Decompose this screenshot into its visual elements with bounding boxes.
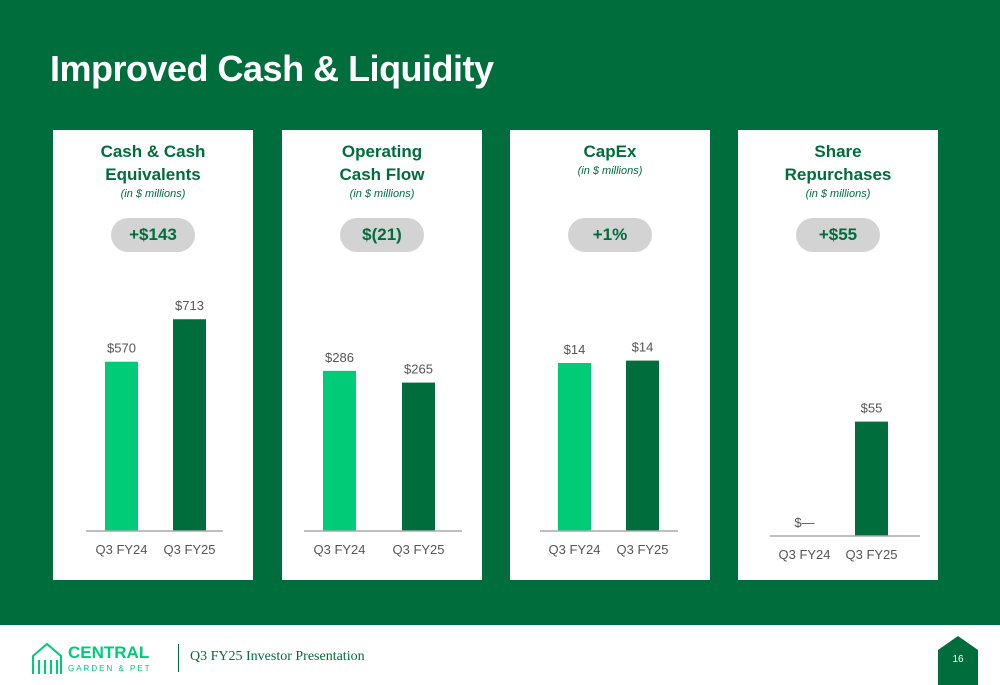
house-shape-icon <box>938 636 978 685</box>
panel-title-line2: Equivalents <box>105 165 201 184</box>
panel-title-line1: CapEx <box>583 142 637 161</box>
greenhouse-icon <box>32 642 62 674</box>
change-badge: +1% <box>568 218 652 252</box>
data-label: $570 <box>107 341 136 356</box>
x-tick-label: Q3 FY24 <box>95 542 147 557</box>
data-label: $286 <box>325 350 354 365</box>
presentation-name: Q3 FY25 Investor Presentation <box>190 649 365 664</box>
data-label: $713 <box>175 298 204 313</box>
x-tick-label: Q3 FY25 <box>392 542 444 557</box>
panel-title-line2: Repurchases <box>784 165 892 184</box>
data-label: $55 <box>861 401 883 416</box>
x-tick-label: Q3 FY24 <box>548 542 600 557</box>
page-title: Improved Cash & Liquidity <box>50 48 494 89</box>
data-label: $265 <box>404 362 433 377</box>
bar-q3-fy25 <box>173 319 206 531</box>
x-tick-label: Q3 FY24 <box>313 542 365 557</box>
panel-title-line1: Cash & Cash <box>100 142 206 161</box>
panel-title-line1: Operating <box>341 142 423 161</box>
bar-chart-share-repurchases: $— Q3 FY24 $55 Q3 FY25 <box>770 401 920 562</box>
logo-tagline: GARDEN & PET <box>68 664 152 673</box>
panel-title-line1: Share <box>814 142 862 161</box>
x-tick-label: Q3 FY25 <box>163 542 215 557</box>
bar-q3-fy25 <box>402 382 435 531</box>
change-badge: $(21) <box>340 218 424 252</box>
panel-subtitle: (in $ millions) <box>349 188 415 200</box>
panel-cash: Cash & Cash Equivalents (in $ millions) … <box>53 130 253 580</box>
footer <box>0 625 1000 685</box>
panel-share-repurchases: Share Repurchases (in $ millions) +$55 $… <box>738 130 938 580</box>
change-badge: +$55 <box>796 218 880 252</box>
data-label: $— <box>794 515 814 530</box>
panel-operating-cash-flow: Operating Cash Flow (in $ millions) $(21… <box>282 130 482 580</box>
panel-subtitle: (in $ millions) <box>120 188 186 200</box>
page-number: 16 <box>952 654 964 665</box>
bar-chart-cash: $570 Q3 FY24 $713 Q3 FY25 <box>86 298 223 557</box>
bar-q3-fy24 <box>105 361 138 531</box>
x-tick-label: Q3 FY24 <box>778 547 830 562</box>
page-number-badge: 16 <box>938 636 978 685</box>
x-tick-label: Q3 FY25 <box>845 547 897 562</box>
bar-q3-fy25 <box>626 360 659 531</box>
panel-subtitle: (in $ millions) <box>805 188 871 200</box>
data-label: $14 <box>564 342 586 357</box>
bar-q3-fy25 <box>855 421 888 536</box>
x-tick-label: Q3 FY25 <box>616 542 668 557</box>
bar-q3-fy24 <box>323 370 356 531</box>
bar-q3-fy24 <box>558 363 591 531</box>
panel-title-line2: Cash Flow <box>339 165 425 184</box>
panel-capex: CapEx (in $ millions) +1% $14 Q3 FY24 $14 Q… <box>510 130 710 580</box>
company-logo: CENTRAL GARDEN & PET <box>32 642 152 674</box>
logo-wordmark: CENTRAL <box>68 643 149 662</box>
data-label: $14 <box>632 340 654 355</box>
bar-chart-operating-cash-flow: $286 Q3 FY24 $265 Q3 FY25 <box>304 350 462 557</box>
panel-subtitle: (in $ millions) <box>577 165 643 177</box>
change-badge: +$143 <box>111 218 195 252</box>
bar-chart-capex: $14 Q3 FY24 $14 Q3 FY25 <box>540 340 678 557</box>
footer-divider <box>178 644 179 672</box>
